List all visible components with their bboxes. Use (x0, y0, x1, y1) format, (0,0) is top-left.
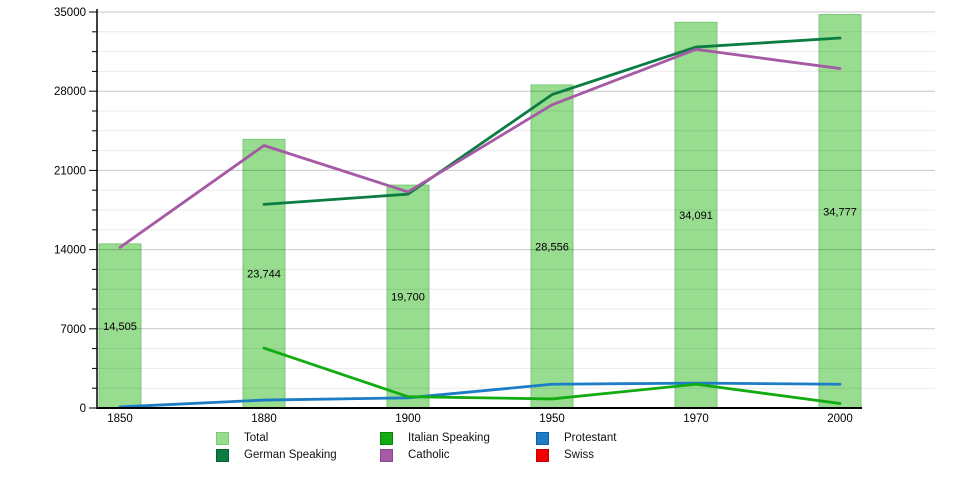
bar-2000 (818, 14, 862, 409)
legend-swatch-catholic (380, 448, 393, 462)
legend-label-german-speaking: German Speaking (244, 449, 337, 461)
bar-1850 (98, 243, 142, 409)
bar-1950 (530, 84, 574, 409)
legend-item-italian-speaking: Italian Speaking (380, 431, 490, 445)
y-tick-label-0: 0 (80, 403, 86, 415)
y-tick-label-28000: 28000 (54, 86, 86, 98)
x-tick-label-1970: 1970 (683, 413, 709, 425)
legend-swatch-total (216, 431, 229, 445)
bar-1900 (386, 184, 430, 409)
y-tick-label-7000: 7000 (60, 324, 86, 336)
legend-swatch-swiss (536, 448, 549, 462)
legend-label-total: Total (244, 432, 269, 444)
bar-value-label-1950: 28,556 (535, 241, 569, 253)
legend-swatch-italian-speaking (380, 431, 393, 445)
bar-value-label-2000: 34,777 (823, 206, 857, 218)
bar-value-label-1970: 34,091 (679, 210, 713, 222)
legend: Total Italian Speaking Protestant German Sp… (0, 0, 960, 462)
legend-label-catholic: Catholic (408, 449, 450, 461)
legend-item-german-speaking: German Speaking (216, 448, 337, 462)
legend-label-italian-speaking: Italian Speaking (408, 432, 490, 444)
x-tick-label-1850: 1850 (107, 413, 133, 425)
legend-item-catholic: Catholic (380, 448, 450, 462)
bar-1970 (674, 21, 718, 409)
y-tick-label-14000: 14000 (54, 245, 86, 257)
x-tick-label-2000: 2000 (827, 413, 853, 425)
line-italian-speaking (262, 346, 842, 405)
plot-area: 0 7000 14000 21000 28000 35000 14,505 23,744 19,… (54, 7, 935, 425)
x-tick-label-1950: 1950 (539, 413, 565, 425)
line-catholic (118, 47, 842, 249)
legend-item-total: Total (216, 431, 268, 445)
bar-value-label-1880: 23,744 (247, 269, 281, 281)
bar-1880 (242, 138, 286, 409)
legend-swatch-protestant (536, 431, 549, 445)
y-tick-label-35000: 35000 (54, 7, 86, 19)
x-tick-label-1880: 1880 (251, 413, 277, 425)
bar-value-label-1900: 19,700 (391, 292, 425, 304)
y-tick-label-21000: 21000 (54, 165, 86, 177)
line-protestant (118, 381, 842, 409)
legend-item-swiss: Swiss (536, 448, 594, 462)
bar-value-label-1850: 14,505 (103, 321, 137, 333)
legend-label-protestant: Protestant (564, 432, 617, 444)
legend-item-protestant: Protestant (536, 431, 616, 445)
line-german-speaking (262, 36, 842, 206)
legend-label-swiss: Swiss (564, 449, 595, 461)
legend-swatch-german-speaking (216, 448, 229, 462)
x-tick-label-1900: 1900 (395, 413, 421, 425)
